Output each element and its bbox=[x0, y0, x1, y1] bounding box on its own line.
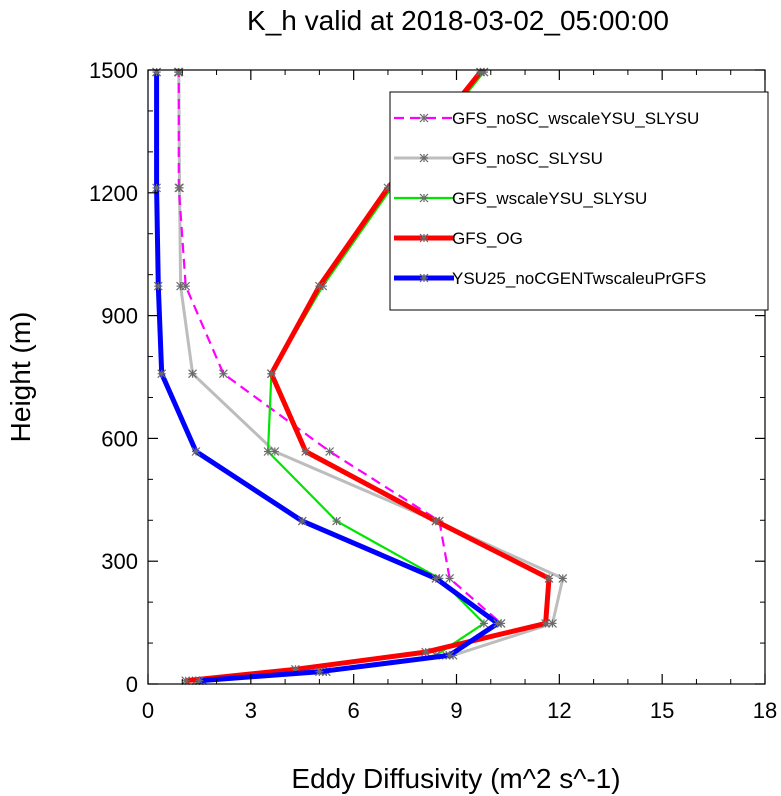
series-point bbox=[188, 369, 197, 379]
series-point bbox=[445, 573, 455, 583]
series-point bbox=[476, 67, 485, 77]
x-tick-label: 3 bbox=[245, 698, 257, 723]
series-point bbox=[332, 516, 341, 526]
x-tick-label: 12 bbox=[547, 698, 571, 723]
legend-marker bbox=[419, 273, 429, 283]
y-tick-label: 0 bbox=[126, 672, 138, 697]
series-point bbox=[314, 667, 324, 677]
legend-label: YSU25_noCGENTwscaleuPrGFS bbox=[452, 269, 706, 288]
legend-label: GFS_wscaleYSU_SLYSU bbox=[452, 189, 647, 208]
series-point bbox=[266, 369, 276, 379]
series-point bbox=[191, 447, 201, 456]
x-tick-label: 15 bbox=[650, 698, 674, 723]
series-point bbox=[421, 647, 431, 657]
legend-entry: GFS_wscaleYSU_SLYSU bbox=[394, 189, 647, 208]
series-point bbox=[181, 676, 191, 686]
legend-label: GFS_OG bbox=[452, 229, 523, 248]
series-point bbox=[479, 618, 489, 628]
series-point bbox=[153, 281, 163, 291]
series-point bbox=[445, 650, 455, 660]
axes: 0 3 6 9 12 15 18 0 300 600 900 1200 1500 bbox=[89, 58, 777, 723]
legend-entry: GFS_OG bbox=[394, 229, 523, 248]
y-axis-title: Height (m) bbox=[5, 312, 36, 443]
series-3 bbox=[181, 67, 554, 686]
x-tick-label: 9 bbox=[450, 698, 462, 723]
series-point bbox=[493, 618, 503, 628]
legend-label: GFS_noSC_wscaleYSU_SLYSU bbox=[452, 109, 699, 128]
series-point bbox=[558, 573, 568, 583]
legend: GFS_noSC_wscaleYSU_SLYSU GFS_noSC_SLYSU GF… bbox=[389, 91, 769, 311]
x-axis-title: Eddy Diffusivity (m^2 s^-1) bbox=[291, 763, 620, 794]
series-point bbox=[325, 447, 335, 456]
chart-title: K_h valid at 2018-03-02_05:00:00 bbox=[247, 5, 669, 36]
y-tick-label: 600 bbox=[101, 426, 138, 451]
series-point bbox=[174, 183, 184, 193]
y-tick-label: 300 bbox=[101, 549, 138, 574]
series-point bbox=[218, 369, 228, 379]
series-point bbox=[152, 67, 161, 77]
series-point bbox=[152, 183, 161, 193]
series-4 bbox=[152, 67, 503, 686]
series-point bbox=[544, 573, 554, 583]
series-point bbox=[263, 447, 273, 456]
legend-marker bbox=[419, 153, 429, 163]
series-point bbox=[314, 281, 324, 291]
legend-marker bbox=[419, 193, 429, 203]
series-point bbox=[157, 369, 167, 379]
series-point bbox=[431, 573, 441, 583]
series-point bbox=[174, 67, 184, 77]
x-tick-label: 18 bbox=[753, 698, 777, 723]
series-point bbox=[431, 516, 441, 526]
series-point bbox=[194, 676, 204, 686]
series-point bbox=[181, 281, 191, 291]
legend-box bbox=[389, 91, 769, 311]
legend-entry: GFS_noSC_SLYSU bbox=[394, 149, 603, 168]
y-tick-label: 1200 bbox=[89, 181, 138, 206]
legend-marker bbox=[419, 113, 429, 123]
x-tick-label: 0 bbox=[142, 698, 154, 723]
legend-label: GFS_noSC_SLYSU bbox=[452, 149, 603, 168]
series-point bbox=[297, 516, 307, 526]
x-tick-label: 6 bbox=[348, 698, 360, 723]
series-point bbox=[548, 618, 557, 628]
plot-area bbox=[152, 67, 568, 686]
legend-entry: YSU25_noCGENTwscaleuPrGFS bbox=[394, 269, 706, 288]
legend-entry: GFS_noSC_wscaleYSU_SLYSU bbox=[394, 109, 699, 128]
series-point bbox=[541, 618, 551, 628]
series-point bbox=[301, 447, 311, 456]
y-tick-label: 1500 bbox=[89, 58, 138, 83]
legend-marker bbox=[419, 233, 429, 243]
y-tick-label: 900 bbox=[101, 304, 138, 329]
